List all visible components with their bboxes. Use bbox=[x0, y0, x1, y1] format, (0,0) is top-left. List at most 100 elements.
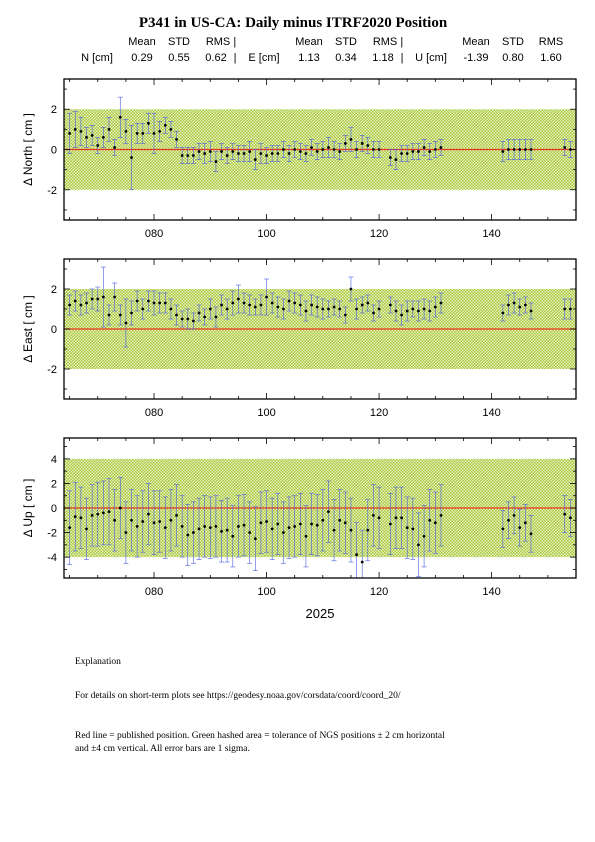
north-data-point bbox=[158, 129, 162, 133]
north-data-point bbox=[388, 156, 392, 159]
legend-line-2: and ±4 cm vertical. All error bars are 1… bbox=[75, 744, 250, 754]
x-axis-year-label: 2025 bbox=[306, 606, 335, 621]
north-data-point bbox=[360, 142, 364, 145]
north-data-point bbox=[332, 148, 336, 151]
stats-u-mean: -1.39 bbox=[463, 52, 488, 64]
stats-header-e-std: STD bbox=[335, 36, 357, 48]
east-data-point bbox=[507, 303, 510, 307]
north-data-point bbox=[113, 146, 117, 149]
north-data-point bbox=[85, 136, 88, 139]
east-data-point bbox=[192, 319, 195, 323]
stats-n-rms: 0.62 bbox=[205, 52, 226, 64]
north-data-point bbox=[563, 146, 567, 149]
stats-table: Mean STD RMS | Mean STD RMS | Mean STD R… bbox=[81, 36, 563, 64]
stats-header-u-mean: Mean bbox=[462, 36, 490, 48]
north-data-point bbox=[428, 150, 432, 153]
north-data-point bbox=[310, 146, 313, 149]
up-data-point bbox=[287, 526, 291, 530]
north-data-point bbox=[214, 160, 218, 163]
north-data-point bbox=[242, 152, 246, 155]
up-data-point bbox=[563, 512, 567, 516]
east-data-point bbox=[349, 287, 353, 291]
north-data-point bbox=[417, 150, 420, 153]
up-y-tick-label: 2 bbox=[51, 478, 57, 490]
up-data-point bbox=[101, 511, 105, 515]
east-data-point bbox=[270, 301, 274, 305]
east-data-point bbox=[265, 295, 268, 299]
north-data-point bbox=[101, 136, 105, 139]
up-data-point bbox=[253, 537, 257, 541]
up-data-point bbox=[180, 525, 184, 528]
up-data-point bbox=[360, 560, 364, 564]
north-data-point bbox=[175, 138, 178, 141]
up-data-point bbox=[327, 510, 330, 514]
up-x-tick-label: 100 bbox=[257, 586, 275, 598]
panel-east: 080 100 120 140 -2 0 2 Δ East [ cm ] bbox=[21, 258, 577, 419]
up-data-point bbox=[568, 516, 572, 520]
north-x-tick-label: 140 bbox=[482, 228, 500, 240]
up-data-point bbox=[265, 520, 268, 523]
north-data-point bbox=[293, 148, 297, 151]
stats-header-u-rms: RMS bbox=[539, 36, 563, 48]
east-data-point bbox=[355, 307, 358, 311]
north-data-point bbox=[225, 154, 229, 157]
east-data-point bbox=[411, 307, 415, 311]
north-y-tick-label: -2 bbox=[47, 185, 57, 197]
east-data-point bbox=[175, 313, 178, 317]
up-data-point bbox=[304, 534, 308, 538]
east-data-point bbox=[259, 303, 263, 307]
panel-up: 080 100 120 140 -4 -2 0 2 4 Δ Up [ cm ] bbox=[21, 437, 577, 598]
stats-n-std: 0.55 bbox=[168, 52, 189, 64]
north-data-point bbox=[400, 152, 403, 155]
north-data-point bbox=[180, 154, 184, 157]
up-x-tick-label: 120 bbox=[370, 586, 388, 598]
up-data-point bbox=[141, 520, 145, 523]
north-data-point bbox=[208, 150, 212, 153]
east-data-point bbox=[152, 301, 156, 305]
east-data-point bbox=[366, 301, 370, 305]
up-data-point bbox=[124, 531, 128, 534]
north-data-point bbox=[349, 138, 353, 141]
north-data-point bbox=[315, 150, 319, 153]
up-data-point bbox=[231, 534, 235, 538]
details-text: For details on short-term plots see http… bbox=[75, 691, 401, 701]
north-data-point bbox=[433, 148, 437, 151]
up-y-tick-label: 4 bbox=[51, 454, 57, 466]
up-data-point bbox=[372, 513, 375, 517]
stats-header-e-mean: Mean bbox=[295, 36, 323, 48]
up-data-point bbox=[135, 525, 139, 528]
north-data-point bbox=[259, 152, 263, 155]
north-data-point bbox=[169, 127, 173, 131]
up-data-point bbox=[293, 525, 297, 528]
up-data-point bbox=[237, 525, 240, 528]
up-data-point bbox=[298, 522, 302, 526]
east-data-point bbox=[417, 309, 420, 313]
east-data-point bbox=[90, 297, 94, 301]
north-data-point bbox=[523, 148, 527, 151]
stats-u-std: 0.80 bbox=[502, 52, 523, 64]
east-data-point bbox=[428, 309, 432, 313]
east-data-point bbox=[338, 307, 342, 311]
north-data-point bbox=[146, 121, 150, 125]
up-data-point bbox=[428, 518, 432, 522]
up-data-point bbox=[270, 527, 274, 531]
north-data-point bbox=[203, 152, 207, 155]
panel-north: 080 100 120 140 -2 0 2 Δ North [ cm ] bbox=[21, 78, 577, 240]
stats-e-sep: | bbox=[401, 52, 404, 64]
up-data-point bbox=[192, 531, 195, 534]
up-data-point bbox=[107, 510, 111, 514]
up-y-axis-label: Δ Up [ cm ] bbox=[21, 479, 35, 538]
north-data-point bbox=[304, 152, 308, 155]
east-x-tick-label: 100 bbox=[257, 407, 275, 419]
up-data-point bbox=[411, 527, 415, 531]
up-data-point bbox=[377, 516, 381, 520]
up-data-point bbox=[96, 512, 100, 516]
up-data-point bbox=[507, 518, 510, 522]
east-data-point bbox=[68, 303, 72, 307]
east-data-point bbox=[321, 307, 325, 311]
east-data-point bbox=[208, 307, 212, 311]
east-data-point bbox=[253, 305, 257, 309]
up-data-point bbox=[225, 528, 229, 532]
stats-header-u-std: STD bbox=[502, 36, 524, 48]
